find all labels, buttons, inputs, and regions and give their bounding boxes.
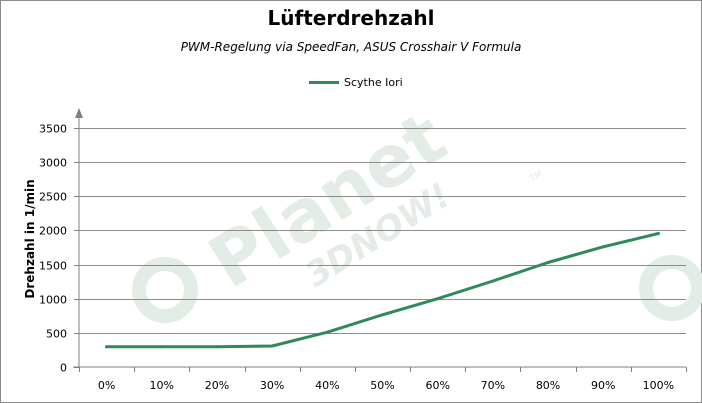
x-tick-label-1: 10% (150, 379, 174, 392)
x-tick-label-6: 60% (425, 379, 449, 392)
x-tick-label-9: 90% (591, 379, 615, 392)
y-tick-label-0: 0 (60, 362, 67, 375)
grid (79, 128, 686, 334)
chart-title: Lüfterdrehzahl (267, 6, 435, 30)
legend-label: Scythe Iori (344, 75, 403, 89)
y-tick-label-500: 500 (46, 328, 67, 341)
axes (73, 108, 686, 368)
x-tick-label-7: 70% (481, 379, 505, 392)
x-tick-label-2: 20% (205, 379, 229, 392)
data-point-0-8 (546, 261, 550, 265)
y-axis-label: Drehzahl in 1/min (23, 179, 37, 298)
watermark-mark: TM (527, 169, 544, 185)
data-point-0-3 (270, 344, 274, 348)
data-point-0-5 (381, 313, 384, 317)
data-point-0-2 (215, 345, 219, 349)
legend: Scythe Iori (309, 74, 403, 90)
y-tick-label-1000: 1000 (39, 294, 67, 307)
x-tick-label-4: 40% (315, 379, 339, 392)
data-point-0-9 (601, 245, 605, 249)
x-ticks: 0% 10% 20% 30% 40% 50% 60% 70% 80% 90% 100% (79, 367, 687, 392)
x-tick-label-0: 0% (98, 379, 115, 392)
y-ticks: 0 500 1000 1500 2000 2500 3000 3500 (39, 123, 79, 375)
x-tick-label-3: 30% (260, 379, 284, 392)
y-axis-arrow (75, 108, 83, 118)
y-tick-label-3000: 3000 (39, 157, 67, 170)
watermark-disc-left (132, 257, 198, 323)
y-tick-label-2500: 2500 (39, 191, 67, 204)
legend-swatch (309, 80, 339, 84)
data-point-0-4 (325, 330, 329, 334)
x-tick-label-8: 80% (536, 379, 560, 392)
x-tick-label-5: 50% (370, 379, 394, 392)
y-tick-label-2000: 2000 (39, 225, 67, 238)
x-tick-label-10: 100% (643, 379, 674, 392)
data-point-0-10 (656, 232, 660, 236)
data-point-0-6 (436, 297, 440, 301)
y-tick-label-1500: 1500 (39, 260, 67, 273)
data-point-0-7 (491, 279, 495, 283)
watermark-disc-right (639, 255, 702, 321)
data-point-0-0 (105, 345, 109, 349)
series-layer (105, 232, 660, 349)
chart-subtitle: PWM-Regelung via SpeedFan, ASUS Crosshai… (180, 40, 522, 54)
y-tick-label-3500: 3500 (39, 123, 67, 136)
data-point-0-1 (160, 345, 164, 349)
